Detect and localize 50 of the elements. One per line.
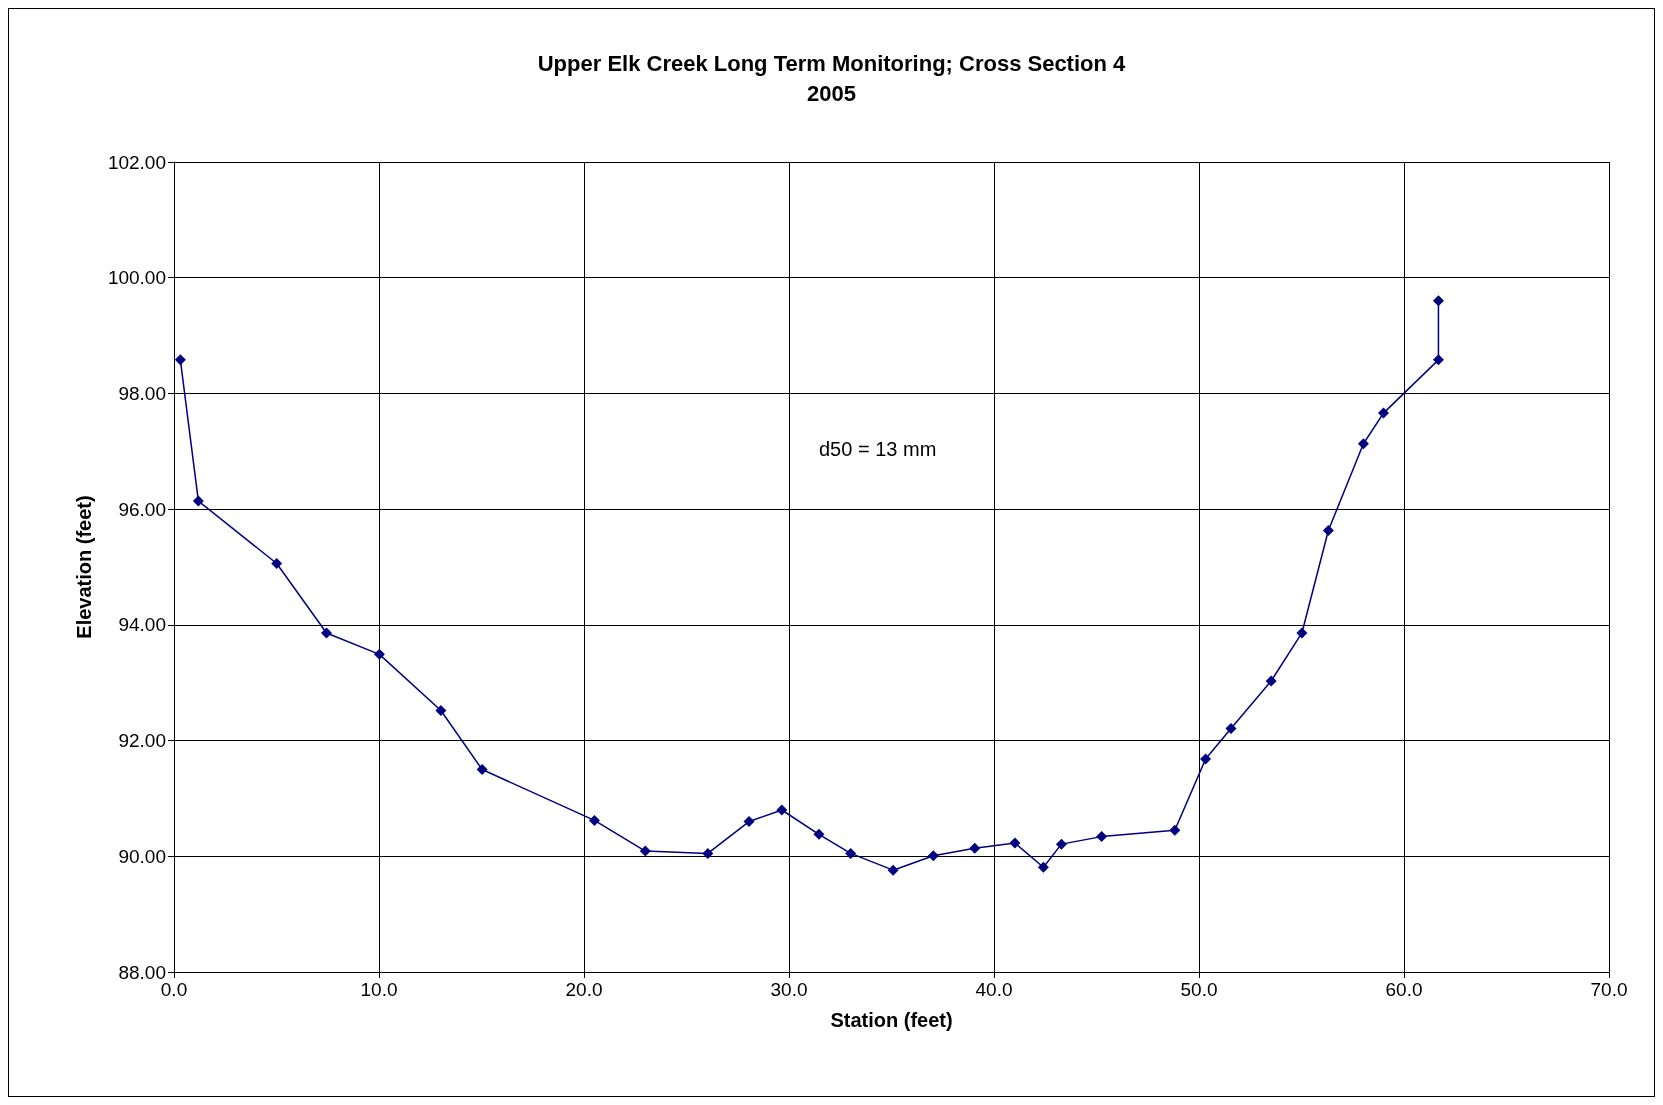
point: [887, 864, 899, 876]
point: [174, 354, 186, 366]
point: [588, 814, 600, 826]
x-axis-title: Station (feet): [830, 1009, 953, 1031]
y-tick-label: 96.00: [118, 498, 166, 520]
point: [743, 816, 755, 828]
x-tick-label: 70.0: [1590, 979, 1628, 1000]
point: [321, 627, 333, 639]
point: [476, 764, 488, 775]
point: [1009, 837, 1021, 849]
x-tick-label: 30.0: [770, 979, 808, 1000]
point: [776, 804, 788, 816]
x-tick-label: 60.0: [1385, 979, 1423, 1000]
point: [1037, 861, 1049, 873]
x-tick-label: 20.0: [565, 979, 603, 1000]
point: [813, 828, 825, 840]
point: [1200, 753, 1212, 765]
y-tick-label: 98.00: [118, 382, 166, 404]
point: [1322, 525, 1334, 537]
point: [192, 495, 204, 507]
point: [639, 845, 651, 857]
x-tick-label: 40.0: [975, 979, 1013, 1000]
point: [702, 847, 714, 859]
annotation: d50 = 13 mm: [819, 438, 937, 460]
point: [435, 704, 447, 716]
chart-title: Upper Elk Creek Long Term Monitoring; Cross Section 4: [537, 50, 1127, 76]
point: [969, 842, 981, 854]
point: [1357, 438, 1369, 450]
point: [1055, 838, 1067, 850]
x-tick-label: 10.0: [360, 979, 398, 1000]
point: [1432, 295, 1444, 307]
y-axis-title: Elevation (feet): [73, 495, 95, 639]
point: [1225, 722, 1237, 734]
chart-subtitle: 2005: [807, 80, 856, 106]
y-tick-label: 94.00: [118, 614, 166, 636]
y-tick-label: 92.00: [118, 730, 166, 752]
point: [1169, 824, 1181, 836]
y-tick-label: 90.00: [118, 845, 166, 867]
point: [927, 850, 939, 862]
point: [1265, 675, 1277, 687]
point: [271, 558, 283, 570]
point: [1096, 831, 1108, 843]
point: [1432, 354, 1444, 366]
y-tick-label: 100.00: [107, 267, 166, 289]
point: [1296, 627, 1308, 639]
x-tick-label: 50.0: [1180, 979, 1218, 1000]
point: [373, 648, 385, 660]
point: [1378, 407, 1389, 419]
point: [845, 847, 857, 859]
y-tick-label: 102.00: [107, 151, 166, 173]
